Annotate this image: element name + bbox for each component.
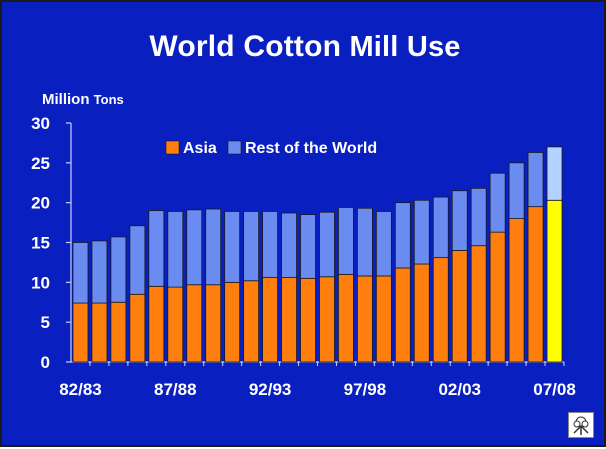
bar-asia: [357, 275, 373, 363]
legend-label-rest-of-world: Rest of the World: [245, 140, 377, 157]
bar-rest-of-world: [186, 209, 203, 286]
bar-rest-of-world: [281, 212, 297, 278]
bar-rest-of-world: [319, 211, 335, 278]
title-main: World Cotton: [149, 30, 342, 63]
bar-rest-of-world: [394, 202, 411, 269]
bar-asia: [205, 284, 222, 363]
bar-asia: [167, 286, 184, 363]
y-tick-label: 5: [41, 313, 50, 332]
bar-rest-of-world: [129, 225, 146, 295]
legend-swatch-asia: [165, 140, 180, 155]
bar-asia: [432, 257, 449, 363]
bar-rest-of-world: [413, 199, 430, 265]
x-tick-label: 82/83: [59, 380, 102, 399]
bar-asia: [546, 199, 563, 363]
bar-asia: [262, 277, 278, 363]
x-tick-label: 97/98: [344, 380, 387, 399]
y-tick-label: 30: [31, 114, 50, 133]
bar-rest-of-world: [508, 162, 525, 219]
y-tick-label: 15: [31, 234, 50, 253]
bar-asia: [394, 267, 411, 363]
bar-asia: [110, 301, 127, 363]
chart-title: World Cotton Mill Use: [2, 30, 606, 64]
bar-rest-of-world: [432, 196, 449, 259]
bar-rest-of-world: [167, 211, 184, 288]
x-tick-label: 07/08: [533, 380, 576, 399]
bar-rest-of-world: [262, 211, 278, 278]
y-tick-label: 25: [31, 154, 50, 173]
legend-swatch-rest-of-world: [227, 140, 242, 155]
bar-rest-of-world: [375, 211, 392, 277]
bar-rest-of-world: [527, 152, 544, 208]
bar-asia: [508, 218, 525, 363]
bar-rest-of-world: [357, 207, 373, 277]
unit-tail: Tons: [93, 92, 124, 107]
unit-main: Million: [42, 91, 90, 108]
bar-asia: [375, 275, 392, 363]
bar-asia: [338, 273, 354, 363]
bar-asia: [281, 277, 297, 363]
y-tick-label: 0: [41, 353, 50, 372]
bar-rest-of-world: [546, 146, 563, 201]
bar-asia: [413, 263, 430, 363]
bar-rest-of-world: [224, 211, 241, 283]
bar-asia: [91, 302, 108, 363]
bar-asia: [186, 284, 203, 363]
bar-rest-of-world: [91, 240, 108, 304]
bar-asia: [129, 293, 146, 363]
bar-asia: [451, 250, 468, 363]
bar-rest-of-world: [470, 187, 487, 247]
bar-rest-of-world: [148, 210, 165, 287]
title-tail: Mill Use: [349, 31, 461, 63]
bar-asia: [489, 231, 506, 363]
bar-rest-of-world: [489, 172, 506, 233]
bar-rest-of-world: [338, 207, 354, 275]
bar-asia: [300, 277, 316, 363]
y-axis-unit-label: Million Tons: [42, 91, 124, 108]
bar-rest-of-world: [451, 190, 468, 251]
bar-rest-of-world: [72, 242, 89, 304]
bar-asia: [527, 206, 544, 363]
cotton-boll-icon: [568, 412, 594, 438]
bar-rest-of-world: [110, 236, 127, 303]
bar-asia: [148, 285, 165, 363]
y-tick-label: 10: [31, 273, 50, 292]
bar-asia: [224, 281, 241, 363]
x-tick-label: 92/93: [249, 380, 292, 399]
bar-asia: [243, 280, 260, 363]
bar-rest-of-world: [243, 211, 260, 282]
bar-asia: [72, 302, 89, 363]
bar-asia: [319, 276, 335, 363]
bar-asia: [470, 245, 487, 363]
x-tick-label: 87/88: [154, 380, 197, 399]
y-tick-label: 20: [31, 194, 50, 213]
bar-rest-of-world: [205, 208, 222, 286]
legend-label-asia: Asia: [183, 140, 217, 157]
x-tick-label: 02/03: [438, 380, 481, 399]
bar-rest-of-world: [300, 214, 316, 279]
